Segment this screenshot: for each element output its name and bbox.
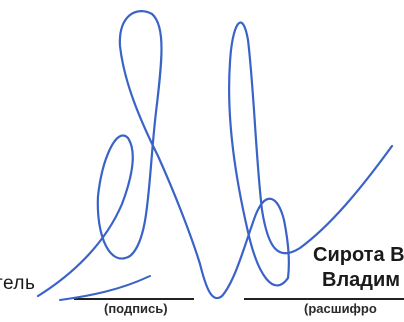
signer-name-line2: Владим	[322, 269, 401, 291]
signature-underline	[74, 298, 194, 300]
signature-caption: (подпись)	[104, 301, 168, 316]
decoding-underline	[244, 298, 404, 300]
signer-name-line1: Сирота В	[313, 244, 404, 266]
signer-role-text: тель	[0, 273, 36, 294]
decoding-caption: (расшифро	[304, 301, 377, 316]
